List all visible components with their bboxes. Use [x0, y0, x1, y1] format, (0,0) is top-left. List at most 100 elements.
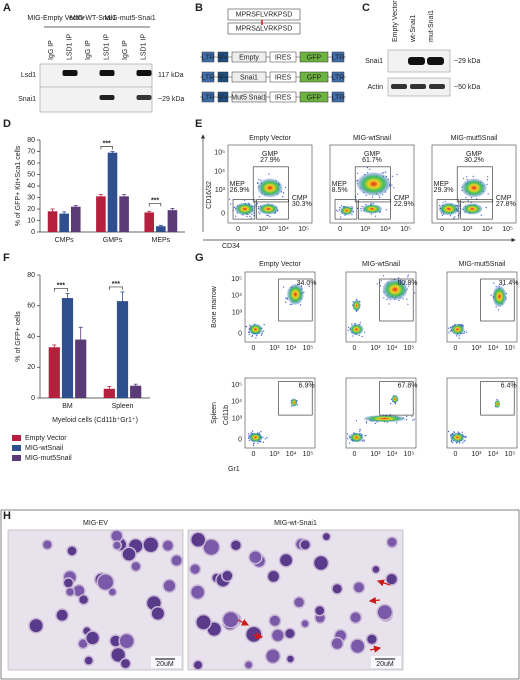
nucleus: [246, 627, 262, 642]
arrow: [251, 632, 264, 640]
event-dot: [370, 213, 372, 215]
label: 10⁵: [298, 226, 309, 233]
event-dot: [286, 297, 288, 299]
event-dot: [363, 439, 365, 441]
label: 10⁵: [505, 451, 516, 458]
label: MIG-Empty Vector: [27, 15, 85, 22]
event-dot: [385, 171, 387, 173]
nucleus: [122, 548, 136, 561]
event-dot: [360, 210, 362, 212]
event-dot: [340, 205, 343, 207]
event-dot: [266, 437, 268, 439]
nucleus: [315, 606, 325, 615]
nucleus: [64, 578, 73, 588]
event-dot: [439, 204, 441, 207]
label: 0: [453, 345, 457, 352]
label: 6.9%: [299, 382, 315, 389]
label: LTR: [332, 74, 345, 81]
event-dot: [465, 331, 467, 333]
label: 10³: [232, 415, 243, 422]
label: IRES: [275, 74, 292, 81]
density: [258, 203, 279, 215]
construct-segment: [269, 51, 297, 63]
nucleus: [121, 659, 130, 668]
y-axis-label: % of GFP+ cells: [15, 311, 22, 362]
construct-segment: [269, 71, 297, 83]
label: MIG-wtSnail: [362, 261, 401, 268]
label: 10³: [471, 451, 482, 458]
label: ~29 kDa: [158, 96, 184, 103]
label: CMP: [394, 195, 410, 202]
nucleus: [367, 634, 377, 644]
event-dot: [379, 196, 381, 199]
event-dot: [378, 195, 380, 197]
bar: [116, 301, 129, 398]
band: [429, 84, 445, 89]
event-dot: [445, 201, 447, 203]
y-tick-label: 80: [27, 137, 35, 144]
label: IgG IP: [48, 40, 55, 60]
event-dot: [351, 323, 353, 325]
density: [492, 286, 507, 307]
event-dot: [385, 209, 387, 211]
event-dot: [347, 329, 349, 331]
event-dot: [233, 206, 235, 208]
nucleus: [354, 582, 364, 593]
label: Snai1: [365, 58, 383, 65]
event-dot: [495, 285, 497, 287]
event-dot: [487, 176, 489, 178]
gate: [379, 278, 414, 322]
event-dot: [335, 209, 337, 211]
arrow: [368, 596, 381, 604]
construct-segment: [201, 91, 215, 103]
band: [99, 95, 115, 100]
label: CD16/32: [206, 181, 213, 209]
significance-bracket: [53, 288, 68, 292]
label: mut-Snai1: [428, 10, 435, 42]
label: LSD1 IP: [140, 34, 147, 60]
nucleus: [268, 571, 279, 582]
nucleus: [272, 629, 284, 642]
event-dot: [285, 297, 287, 299]
label: 10³: [269, 345, 280, 352]
nucleus: [84, 656, 93, 665]
event-dot: [252, 430, 254, 432]
label: 10⁴: [482, 226, 493, 233]
event-dot: [359, 428, 361, 430]
label: MEP: [230, 181, 246, 188]
event-dot: [264, 438, 266, 440]
event-dot: [441, 214, 443, 216]
event-dot: [463, 332, 465, 335]
y-tick-label: 50: [27, 171, 35, 178]
band: [136, 70, 152, 76]
arrow: [237, 619, 250, 626]
label: Cd11b: [223, 405, 230, 425]
label: 6.4%: [501, 382, 517, 389]
label: 29.3%: [434, 187, 454, 194]
label: 0: [238, 436, 242, 443]
event-dot: [459, 442, 461, 444]
event-dot: [388, 303, 390, 305]
x-tick-label: Spleen: [112, 403, 134, 410]
event-dot: [476, 198, 478, 200]
event-dot: [365, 203, 367, 206]
event-dot: [453, 217, 455, 219]
event-dot: [359, 431, 361, 433]
panel-letter: G: [195, 252, 204, 264]
density: [352, 300, 361, 312]
event-dot: [463, 177, 465, 179]
event-dot: [339, 207, 341, 209]
label: 0: [238, 330, 242, 337]
nucleus: [377, 605, 392, 620]
label: GMP: [262, 151, 278, 158]
nucleus: [73, 585, 85, 597]
event-dot: [465, 197, 467, 199]
event-dot: [382, 194, 384, 196]
label: GFP: [307, 74, 322, 81]
annotation: ***: [103, 140, 111, 147]
event-dot: [364, 331, 366, 333]
event-dot: [389, 299, 391, 301]
label: 10³: [269, 451, 280, 458]
event-dot: [404, 280, 406, 282]
panel-letter: C: [362, 2, 370, 14]
